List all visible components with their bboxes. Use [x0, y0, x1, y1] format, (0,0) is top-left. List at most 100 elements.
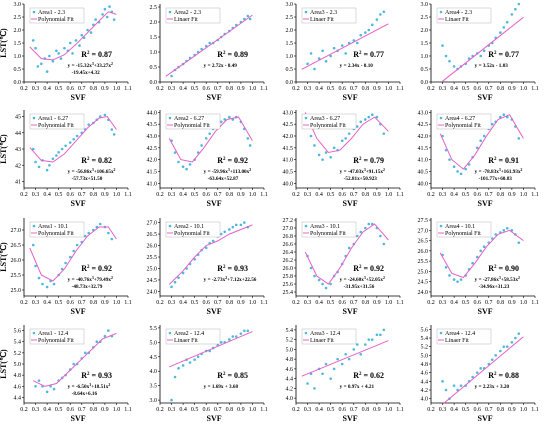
y-tick-label: 40.0 — [418, 181, 429, 187]
data-point — [108, 5, 111, 8]
legend-series-label: Area2 - 2.3 — [174, 10, 201, 16]
x-tick-label: 0.5 — [55, 192, 63, 198]
panel-7: 0.2 0.3 0.4 0.5 0.6 0.7 0.8 0.9 1.0 1.1 40.0 40.5 41… — [283, 110, 404, 208]
legend-box — [436, 113, 492, 130]
y-tick-label: 26.5 — [11, 243, 22, 249]
data-point — [364, 226, 367, 230]
data-point — [228, 115, 231, 119]
panel-13: 0.2 0.3 0.4 0.5 0.6 0.7 0.8 0.9 1.0 1.1 4.4 4.6 4.8 5… — [0, 325, 132, 423]
x-tick-label: 0.5 — [191, 407, 199, 413]
data-point — [95, 225, 99, 229]
x-tick-label: 1.0 — [385, 300, 393, 306]
x-tick-label: 0.7 — [214, 86, 222, 92]
y-tick-label: 26.0 — [418, 249, 429, 255]
r-squared-value: = 0.62 — [361, 371, 384, 380]
y-tick-label: 5.6 — [14, 329, 22, 335]
data-point — [382, 328, 386, 332]
data-point — [452, 65, 456, 68]
data-point — [367, 28, 371, 32]
x-tick-label: 0.8 — [90, 192, 98, 198]
x-axis-title: SVF — [478, 307, 493, 316]
x-tick-label: 0.3 — [439, 192, 447, 198]
x-tick-label: 0.9 — [101, 86, 109, 92]
data-point — [173, 375, 177, 379]
x-tick-label: 0.9 — [373, 192, 381, 198]
y-tick-label: 5.4 — [286, 328, 294, 334]
data-point — [246, 329, 250, 333]
x-tick-label: 0.5 — [327, 86, 335, 92]
legend-point-marker — [439, 10, 443, 14]
r-squared-value: = 0.88 — [496, 371, 519, 380]
data-point — [502, 229, 506, 232]
x-tick-label: 0.2 — [156, 192, 164, 198]
x-tick-label: 1.0 — [249, 300, 257, 306]
data-point — [49, 384, 52, 388]
x-tick-label: 0.2 — [427, 407, 435, 413]
data-point — [482, 245, 486, 249]
x-tick-label: 0.9 — [237, 300, 245, 306]
x-axis-title: SVF — [478, 414, 493, 423]
data-point — [367, 115, 371, 119]
fit-line — [32, 332, 117, 387]
legend-box — [165, 7, 221, 24]
x-tick-label: 0.6 — [473, 192, 481, 198]
x-tick-label: 0.3 — [304, 300, 312, 306]
x-tick-label: 1.1 — [396, 407, 404, 413]
y-tick-label: 4.6 — [421, 371, 429, 377]
x-tick-label: 0.2 — [20, 192, 28, 198]
legend-fit-label: Polynomial Fit — [445, 123, 481, 129]
data-point — [239, 223, 243, 227]
r-squared-label: R2 = 0.88 — [488, 371, 519, 380]
x-tick-label: 0.5 — [462, 86, 470, 92]
y-tick-label: 0.0 — [14, 80, 22, 86]
r-squared-value: = 0.77 — [361, 50, 384, 59]
data-point — [170, 74, 173, 78]
data-point — [204, 44, 208, 48]
y-tick-label: 42 — [15, 163, 21, 169]
x-axis-title: SVF — [478, 199, 493, 208]
legend-point-marker — [32, 10, 36, 14]
x-tick-label: 0.3 — [168, 86, 176, 92]
x-tick-label: 0.8 — [226, 192, 234, 198]
legend-point-marker — [439, 331, 443, 335]
data-point — [59, 57, 63, 60]
data-point — [502, 113, 506, 117]
x-tick-label: 0.9 — [508, 407, 516, 413]
legend-box — [301, 328, 357, 345]
y-tick-label: 25.8 — [283, 274, 294, 280]
legend-series-label: Area3 - 2.3 — [310, 10, 337, 16]
x-tick-label: 0.7 — [78, 300, 86, 306]
x-tick-label: 1.1 — [396, 86, 404, 92]
data-point — [170, 285, 173, 289]
fit-equation: y = -47.03x3+91.15x2 — [340, 168, 385, 175]
data-point — [309, 134, 313, 138]
x-tick-label: 0.6 — [473, 300, 481, 306]
data-point — [177, 276, 180, 279]
y-axis-title: LST(℃) — [0, 349, 8, 379]
data-point — [71, 52, 74, 55]
x-tick-label: 1.0 — [113, 192, 121, 198]
x-tick-label: 0.7 — [350, 86, 358, 92]
legend-fit-label: Linaer Fit — [174, 338, 198, 344]
data-point — [101, 13, 104, 16]
x-tick-label: 0.4 — [315, 407, 323, 413]
y-tick-label: 26.2 — [283, 258, 294, 264]
data-point — [188, 163, 192, 166]
y-tick-label: 4.4 — [421, 379, 429, 385]
r-squared-value: = 0.92 — [361, 264, 384, 273]
y-tick-label: 41.5 — [147, 169, 158, 175]
data-point — [243, 17, 246, 21]
x-axis-title: SVF — [343, 93, 358, 102]
data-point — [379, 13, 382, 16]
data-point — [36, 65, 40, 68]
data-point — [228, 228, 231, 231]
data-point — [103, 113, 107, 117]
data-point — [211, 239, 215, 243]
y-tick-label: 4.8 — [286, 357, 294, 363]
data-point — [52, 387, 56, 391]
y-tick-label: 41.5 — [418, 146, 429, 152]
y-tick-label: 2.0 — [286, 28, 294, 34]
legend-box — [29, 113, 85, 130]
x-tick-label: 0.6 — [338, 407, 346, 413]
y-tick-label: 2.5 — [421, 15, 429, 21]
